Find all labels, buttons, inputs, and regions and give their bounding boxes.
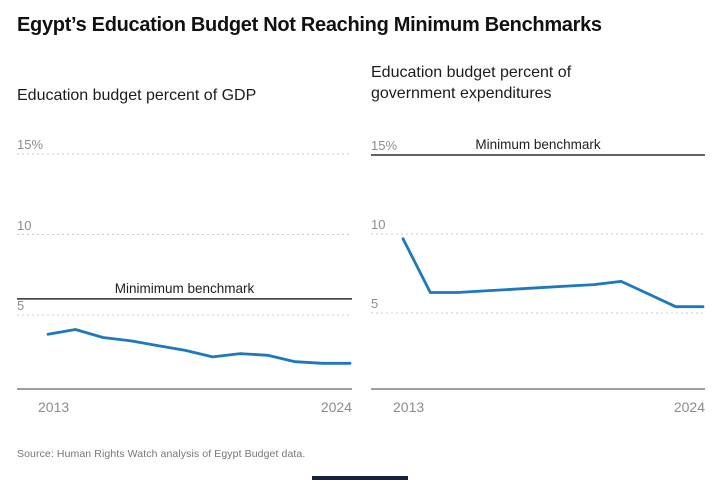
gdp-data-line (46, 328, 352, 365)
expenditures-ytick-label: 5 (371, 296, 379, 311)
expenditures-chart-subtitle: Education budget percent of government e… (371, 64, 572, 102)
expenditures-benchmark-label: Minimum benchmark (475, 137, 601, 152)
figure-title: Egypt’s Education Budget Not Reaching Mi… (17, 14, 602, 36)
expenditures-ytick-label: 15% (371, 138, 398, 153)
gdp-xtick-2024: 2024 (320, 399, 352, 415)
expenditures-xtick-2024: 2024 (673, 399, 705, 415)
source-note: Source: Human Rights Watch analysis of E… (17, 448, 306, 460)
expenditures-data-line (401, 237, 705, 309)
gdp-xtick-2013: 2013 (38, 399, 70, 415)
expenditures-ytick-label: 10 (371, 217, 386, 232)
gdp-ytick-label: 10 (17, 217, 32, 233)
gdp-benchmark-label: Minimimum benchmark (114, 280, 255, 296)
gdp-ytick-label: 5 (17, 298, 25, 313)
bottom-accent-bar (312, 476, 408, 480)
expenditures-xtick-2013: 2013 (393, 399, 425, 415)
gdp-chart-subtitle: Education budget percent of GDP (17, 87, 257, 104)
gdp-ytick-label: 15% (17, 137, 44, 152)
